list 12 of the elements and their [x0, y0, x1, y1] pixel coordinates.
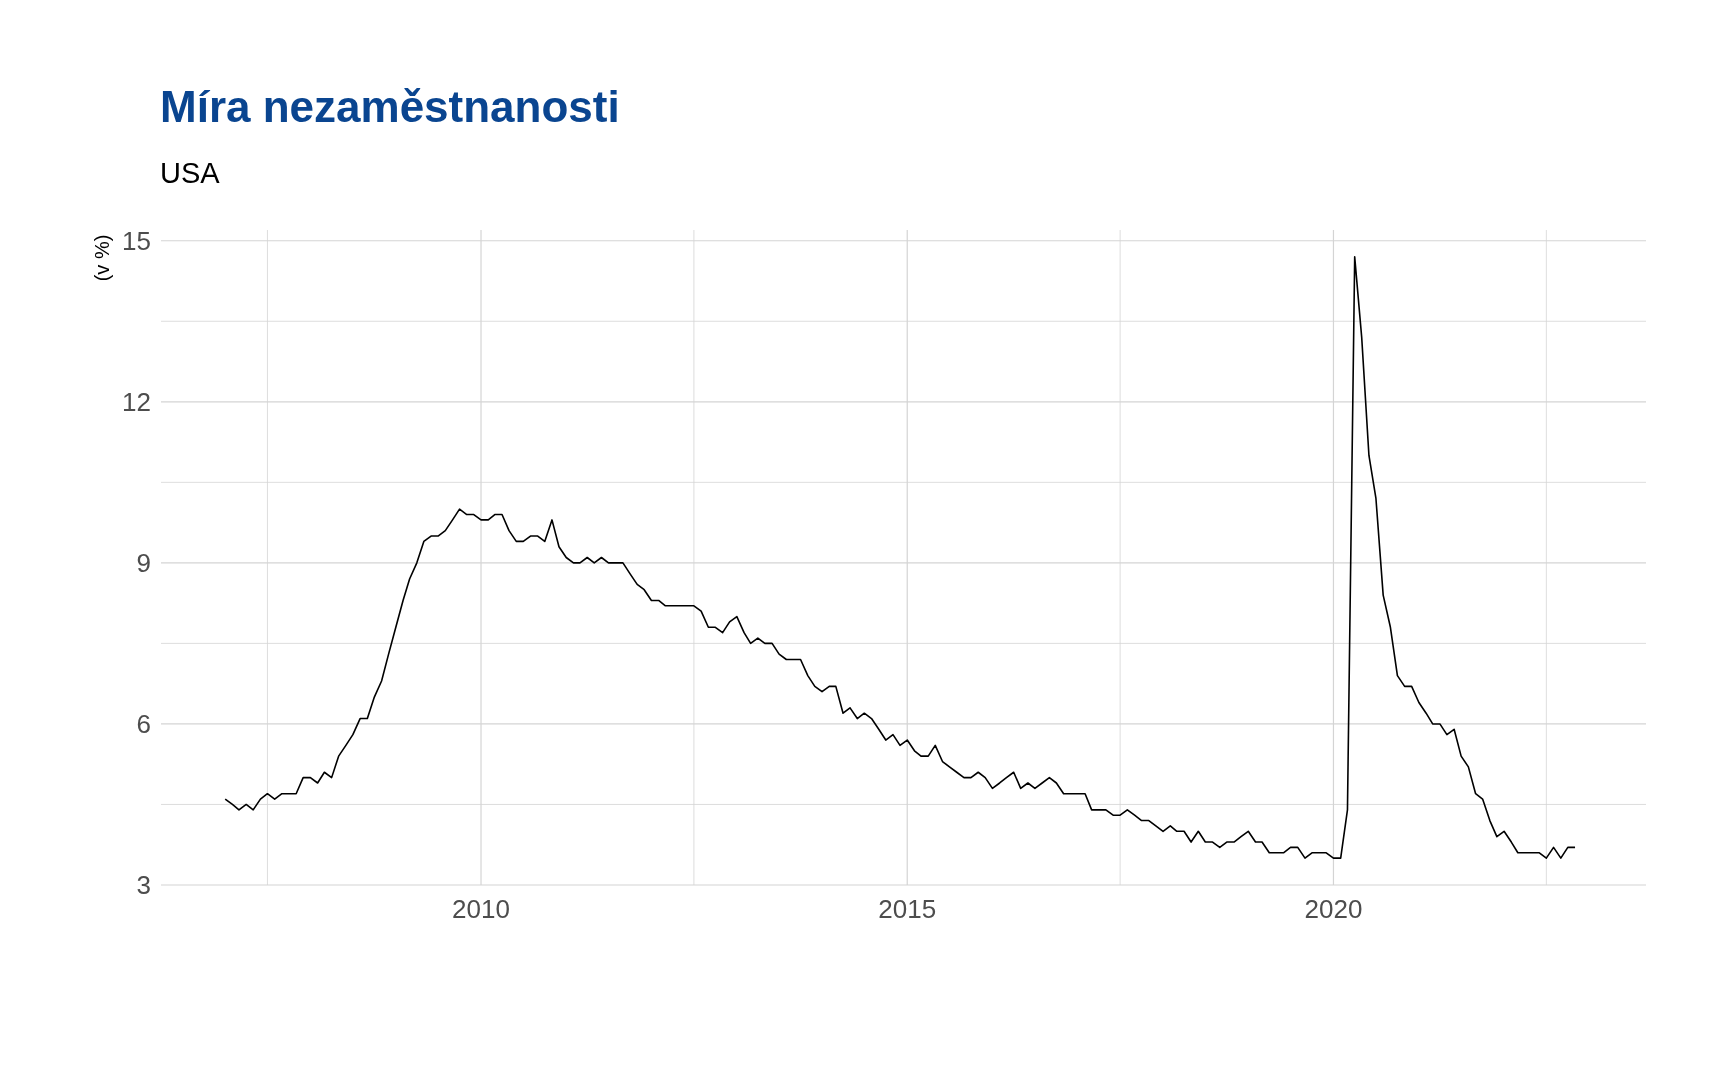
x-tick-label: 2010 — [452, 894, 510, 924]
y-tick-label: 6 — [136, 709, 151, 740]
y-tick-label: 3 — [136, 870, 151, 901]
y-tick-label: 12 — [122, 386, 151, 417]
x-tick-label: 2020 — [1304, 894, 1363, 924]
chart-title: Míra nezaměstnanosti — [160, 82, 620, 131]
chart-subtitle: USA — [160, 157, 221, 189]
y-tick-label: 15 — [122, 225, 151, 256]
y-axis-title: (v %) — [91, 234, 113, 282]
x-tick-label: 2015 — [878, 894, 937, 924]
line-series — [224, 256, 1576, 859]
y-tick-label: 9 — [136, 547, 151, 578]
